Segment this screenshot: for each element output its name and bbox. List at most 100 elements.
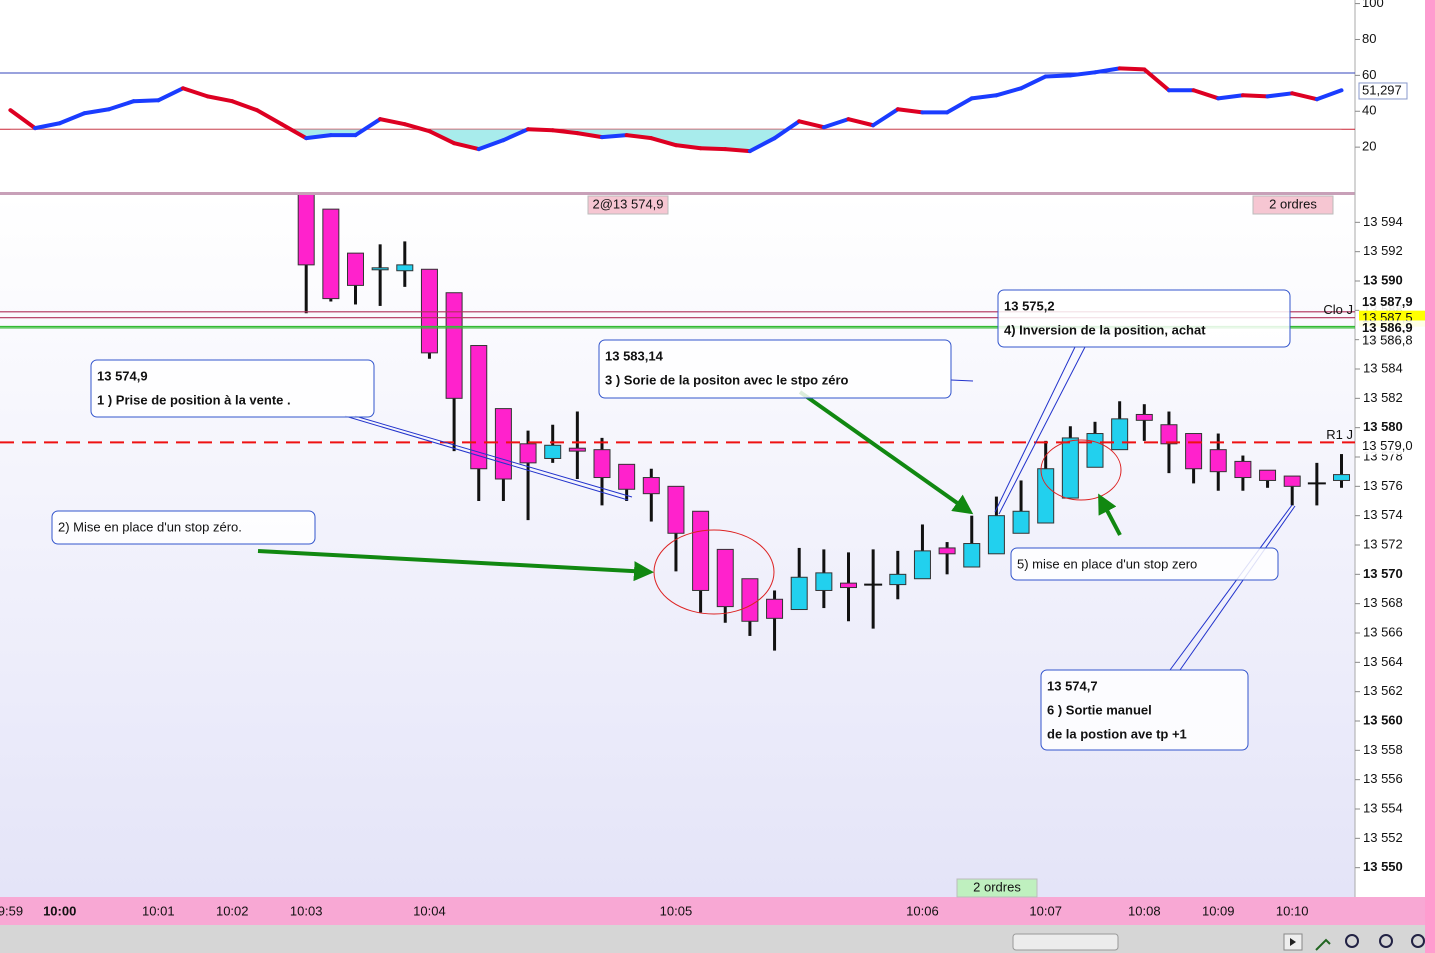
tool-icon[interactable] [1315, 938, 1331, 951]
annotation-text: 13 583,14 [605, 348, 664, 363]
oscillator-plot [0, 66, 1355, 154]
candle-body [840, 582, 857, 589]
oscillator-segment [747, 136, 777, 154]
oscillator-segment [1216, 93, 1245, 101]
level-label-box [1359, 294, 1425, 311]
oscillator-segment [1142, 67, 1171, 93]
x-tick-label: 10:06 [906, 903, 939, 918]
y-tick-label: 13 582 [1363, 390, 1403, 405]
annotation-text: 4) Inversion de la position, achat [1004, 322, 1206, 337]
x-tick-label: 10:08 [1128, 903, 1161, 918]
oscillator-segment [1068, 70, 1097, 78]
oscillator-segment [8, 108, 38, 131]
connector [1179, 505, 1296, 671]
oscillator-segment [969, 93, 999, 101]
candle-body [1185, 433, 1203, 470]
arrow [798, 390, 974, 515]
level-name: R1 J [1326, 427, 1353, 442]
candle-body [1333, 474, 1350, 481]
level-label: 13 579,0 [1362, 438, 1413, 453]
connector [950, 379, 974, 382]
candle-body [618, 463, 636, 490]
last-value-label: 51,297 [1362, 82, 1402, 97]
y-tick-label: 13 550 [1363, 859, 1403, 874]
zoom-out-icon[interactable] [1379, 934, 1393, 948]
candle-body [766, 598, 784, 619]
y-tick-label: 13 560 [1363, 712, 1403, 727]
oscillator-segment [427, 129, 457, 146]
candle-body [667, 485, 685, 534]
oscillator-segment [698, 146, 728, 152]
oscillator-panel [0, 0, 1355, 192]
arrow [257, 549, 654, 582]
candle-body [494, 408, 512, 480]
y-tick-label: 13 552 [1363, 830, 1403, 845]
connector [344, 415, 629, 501]
oscillator-segment [33, 121, 62, 131]
oscillator-segment [230, 99, 259, 113]
y-tick-label: 13 574 [1363, 507, 1403, 522]
annotation-text: 6 ) Sortie manuel [1047, 702, 1152, 717]
level-label-box [1359, 320, 1425, 337]
x-tick-label: 10:07 [1029, 903, 1062, 918]
order-label-box [587, 195, 669, 215]
y-tick-label: 13 568 [1363, 595, 1403, 610]
candle-body [347, 252, 364, 286]
y-tick-label: 13 594 [1363, 214, 1403, 229]
candle-body [568, 447, 586, 452]
zoom-in-icon[interactable] [1411, 934, 1425, 948]
annotation-box [598, 339, 952, 399]
candle-body [1135, 413, 1153, 421]
annotation-box [1040, 669, 1249, 751]
annotation-text: 13 575,2 [1004, 298, 1055, 313]
candle-body [1160, 424, 1178, 445]
play-icon [1290, 938, 1296, 946]
annotation-box [51, 510, 316, 545]
scroll-thumb[interactable] [1012, 933, 1119, 951]
oscillator-segment [1265, 91, 1295, 99]
oscillator-segment [1019, 74, 1048, 91]
annotation-text: de la postion ave tp +1 [1047, 726, 1187, 741]
last-value-box [1358, 82, 1408, 100]
oscillator-segment [994, 86, 1024, 98]
y-tick-label: 13 554 [1363, 800, 1403, 815]
candle-body [938, 547, 956, 555]
x-tick-label: 10:00 [43, 903, 76, 918]
candle-body [322, 208, 340, 300]
x-tick-label: 10:02 [216, 903, 249, 918]
oscillator-segment [279, 122, 309, 141]
order-label: 2 ordres [1269, 196, 1317, 211]
oscillator-segment [1043, 73, 1073, 79]
annotation-text: 1 ) Prise de position à la vente . [97, 392, 291, 407]
oscillator-segment [156, 86, 185, 103]
oscillator-segment [945, 96, 974, 115]
oscillator-segment [550, 128, 580, 136]
oscillator-segment [205, 94, 235, 104]
zoom-fit-icon[interactable] [1345, 934, 1359, 948]
oscillator-segment [107, 99, 136, 112]
candle-body [1012, 510, 1030, 534]
candle-body [716, 548, 734, 608]
oscillator-segment [353, 117, 383, 138]
candle-body [1061, 437, 1079, 499]
level-label: 13 587,9 [1362, 294, 1413, 309]
x-tick-label: 9:59 [0, 903, 23, 918]
candle-body [913, 550, 931, 580]
y-tick-label: 40 [1362, 103, 1376, 118]
candle-body [297, 195, 315, 266]
oscillator-segment [846, 117, 876, 128]
candle-body [1234, 460, 1252, 479]
y-tick-label: 13 576 [1363, 478, 1403, 493]
oscillator-segment [624, 133, 654, 141]
y-tick-label: 13 584 [1363, 360, 1403, 375]
scrollbar[interactable] [0, 925, 1425, 953]
annotation-text: 3 ) Sorie de la positon avec le stpo zér… [605, 372, 849, 387]
annotation-box [1010, 547, 1279, 581]
oscillator-segment [304, 133, 333, 141]
oscillator-segment [723, 147, 752, 154]
y-tick-label: 13 562 [1363, 683, 1403, 698]
candle-body [1259, 469, 1277, 481]
oscillator-segment [378, 117, 407, 127]
